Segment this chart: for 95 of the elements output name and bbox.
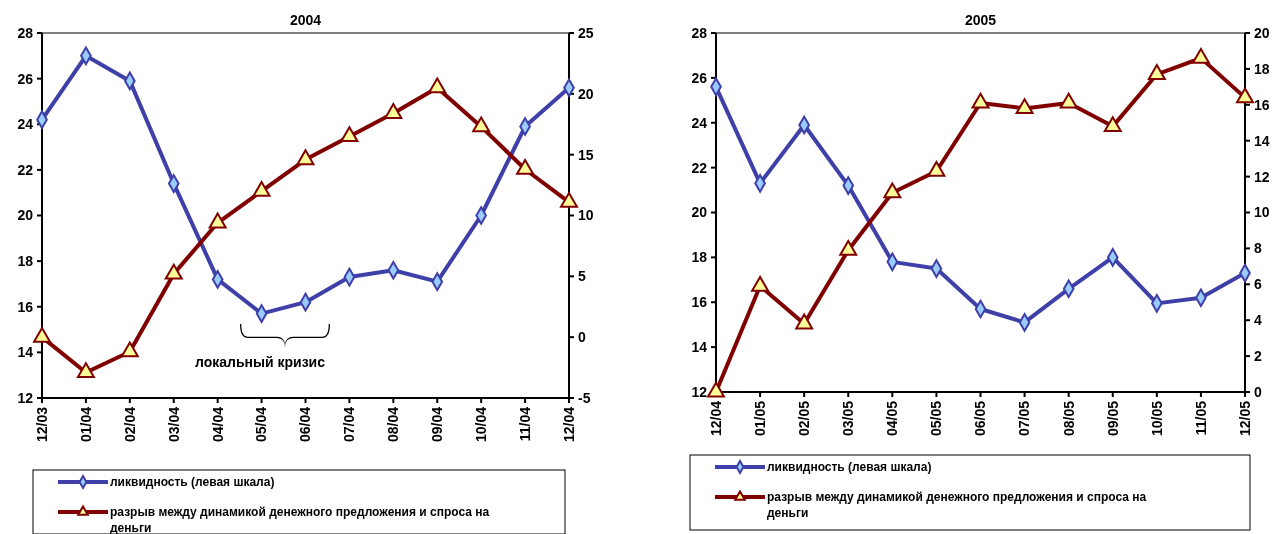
- x-tick-label: 07/05: [1016, 400, 1033, 437]
- y-tick-label: 12: [691, 383, 708, 400]
- y-tick-label: 14: [17, 344, 34, 361]
- y-tick-label: 24: [17, 116, 34, 133]
- point: [208, 212, 227, 229]
- y-tick-label: 22: [691, 159, 708, 176]
- x-tick-label: 10/04: [473, 406, 490, 443]
- y-tick-label: 18: [691, 249, 708, 266]
- y2-tick-label: 18: [1254, 60, 1270, 77]
- point: [971, 92, 990, 109]
- point: [927, 161, 946, 177]
- x-tick-label: 02/04: [121, 406, 138, 443]
- legend-label: разрыв между динамикой денежного предложения и спроса на деньги: [110, 505, 490, 534]
- y2-tick-label: 10: [1254, 204, 1270, 221]
- y2-tick-label: 14: [1254, 132, 1270, 149]
- y2-tick-label: 6: [1254, 276, 1262, 293]
- point: [1103, 116, 1122, 132]
- point: [76, 362, 95, 379]
- x-tick-label: 05/05: [928, 400, 945, 437]
- x-tick-label: 01/04: [77, 406, 94, 443]
- x-tick-label: 03/04: [165, 406, 182, 443]
- y2-tick-label: 20: [578, 85, 594, 102]
- y2-tick-label: 0: [578, 329, 586, 346]
- point: [472, 116, 491, 133]
- y-tick-label: 22: [17, 161, 34, 178]
- y2-tick-label: 16: [1254, 96, 1270, 113]
- y2-tick-label: 20: [1254, 24, 1270, 41]
- point: [1015, 98, 1034, 114]
- x-tick-label: 03/05: [840, 400, 857, 437]
- y-tick-label: 20: [17, 207, 34, 224]
- y2-tick-label: 8: [1254, 240, 1262, 257]
- y-tick-label: 28: [17, 24, 34, 41]
- x-tick-label: 09/05: [1104, 400, 1121, 437]
- x-tick-label: 08/05: [1060, 400, 1077, 437]
- point: [839, 239, 858, 256]
- chart-title: 2004: [289, 12, 322, 28]
- x-tick-label: 10/05: [1148, 400, 1165, 437]
- y-tick-label: 18: [17, 253, 34, 270]
- x-tick-label: 06/04: [297, 406, 314, 443]
- legend-label: разрыв между динамикой денежного предложения и спроса на деньги: [767, 490, 1147, 521]
- legend-label: ликвидность (левая шкала): [110, 475, 275, 490]
- x-tick-label: 07/04: [341, 406, 358, 443]
- point: [428, 77, 447, 94]
- y2-tick-label: -5: [578, 389, 591, 406]
- point: [560, 191, 578, 208]
- chart-title: 2005: [964, 12, 997, 28]
- x-tick-label: 09/04: [429, 406, 446, 443]
- y-tick-label: 28: [691, 24, 708, 41]
- y2-tick-label: 0: [1254, 383, 1262, 400]
- y2-tick-label: 4: [1254, 312, 1262, 329]
- point: [1147, 64, 1166, 80]
- point: [384, 103, 403, 119]
- point: [340, 126, 359, 143]
- point: [120, 341, 139, 358]
- y2-tick-label: 10: [578, 207, 594, 224]
- point: [164, 263, 183, 280]
- x-tick-label: 12/04: [707, 400, 724, 437]
- x-tick-label: 05/04: [253, 406, 270, 443]
- point: [1059, 92, 1078, 109]
- point: [296, 149, 315, 166]
- x-tick-label: 12/04: [560, 406, 577, 443]
- point: [795, 313, 814, 330]
- x-tick-label: 02/05: [796, 400, 813, 437]
- point: [516, 159, 535, 175]
- point: [1191, 47, 1210, 64]
- point: [252, 180, 271, 197]
- point: [707, 381, 725, 398]
- y2-tick-label: 12: [1254, 168, 1270, 185]
- x-tick-label: 04/05: [884, 400, 901, 437]
- y-tick-label: 20: [691, 204, 708, 221]
- y-tick-label: 26: [17, 70, 34, 87]
- y2-tick-label: 25: [578, 24, 594, 41]
- y-tick-label: 16: [17, 298, 34, 315]
- x-tick-label: 01/05: [751, 400, 768, 437]
- x-tick-label: 11/04: [516, 406, 533, 442]
- x-tick-label: 08/04: [385, 406, 402, 443]
- point: [883, 182, 902, 199]
- x-tick-label: 12/05: [1236, 400, 1253, 437]
- annotation: локальный кризис: [195, 353, 326, 370]
- legend-label: ликвидность (левая шкала): [767, 460, 932, 475]
- y-tick-label: 12: [17, 389, 34, 406]
- x-tick-label: 11/05: [1192, 400, 1209, 436]
- y-tick-label: 24: [691, 114, 708, 131]
- y2-tick-label: 2: [1254, 348, 1262, 364]
- point: [1236, 87, 1254, 104]
- y-tick-label: 16: [691, 294, 708, 311]
- x-tick-label: 12/03: [33, 406, 50, 443]
- x-tick-label: 04/04: [209, 406, 226, 443]
- y2-tick-label: 15: [578, 146, 594, 163]
- point: [33, 326, 51, 343]
- x-tick-label: 06/05: [972, 400, 989, 437]
- y-tick-label: 14: [691, 339, 708, 356]
- point: [751, 275, 770, 292]
- y-tick-label: 26: [691, 69, 708, 86]
- y2-tick-label: 5: [578, 268, 586, 285]
